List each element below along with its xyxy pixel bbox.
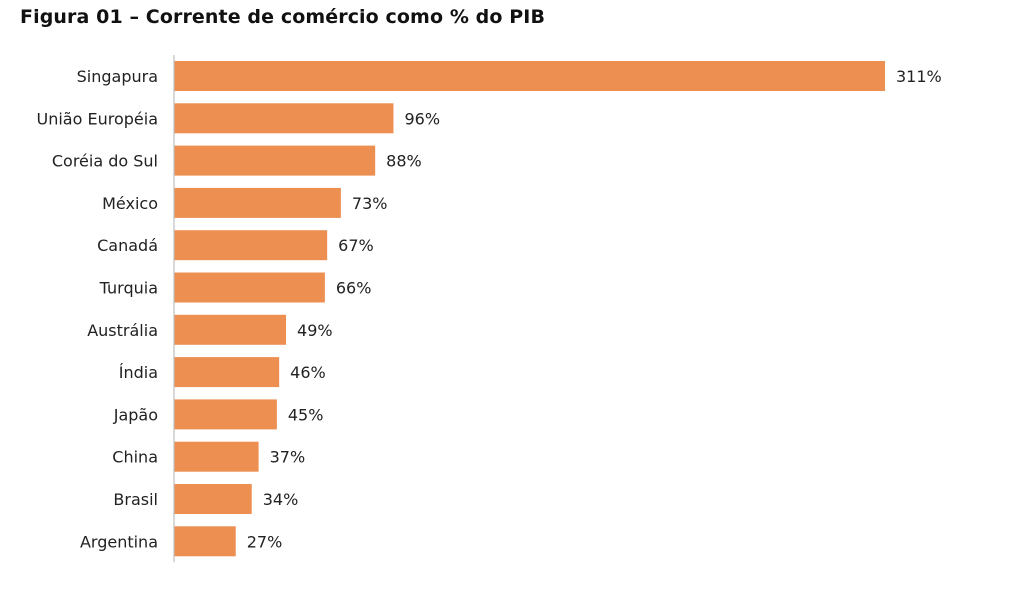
category-label-argentina: Argentina bbox=[80, 532, 158, 551]
category-label-turquia: Turquia bbox=[99, 279, 158, 298]
category-label-australia: Austrália bbox=[87, 321, 158, 340]
category-label-india: Índia bbox=[119, 363, 158, 382]
value-label-mexico: 73% bbox=[352, 194, 388, 213]
value-label-canada: 67% bbox=[338, 236, 374, 255]
category-label-brasil: Brasil bbox=[113, 490, 158, 509]
category-label-canada: Canadá bbox=[97, 236, 158, 255]
value-label-japao: 45% bbox=[288, 405, 324, 424]
category-label-coreia-do-sul: Coréia do Sul bbox=[52, 152, 158, 171]
bar-india bbox=[174, 357, 280, 388]
bar-turquia bbox=[174, 272, 325, 303]
value-label-uniao-europeia: 96% bbox=[404, 109, 440, 128]
value-label-brasil: 34% bbox=[263, 490, 299, 509]
bar-singapura bbox=[174, 61, 885, 91]
bar-japao bbox=[174, 399, 277, 430]
category-label-singapura: Singapura bbox=[77, 67, 158, 86]
value-label-china: 37% bbox=[270, 448, 306, 467]
bars-group bbox=[174, 61, 885, 557]
bar-canada bbox=[174, 230, 328, 261]
bar-coreia-do-sul bbox=[174, 145, 376, 176]
category-labels-group: Singapura União Européia Coréia do Sul Méxi… bbox=[37, 67, 159, 551]
value-labels-group: 311% 96% 88% 73% 67% 66% 49% 46% 45% 37% 34% 27% bbox=[247, 67, 942, 551]
bar-mexico bbox=[174, 187, 341, 218]
chart-title: Figura 01 – Corrente de comércio como % … bbox=[20, 6, 546, 28]
bar-australia bbox=[174, 314, 287, 345]
value-label-coreia-do-sul: 88% bbox=[386, 152, 422, 171]
bar-brasil bbox=[174, 484, 252, 514]
bar-china bbox=[174, 441, 259, 472]
value-label-australia: 49% bbox=[297, 321, 333, 340]
value-label-india: 46% bbox=[290, 363, 326, 382]
category-label-mexico: México bbox=[102, 194, 158, 213]
value-label-singapura: 311% bbox=[896, 67, 942, 86]
category-label-uniao-europeia: União Européia bbox=[37, 109, 159, 128]
value-label-argentina: 27% bbox=[247, 532, 283, 551]
category-label-china: China bbox=[112, 448, 158, 467]
value-label-turquia: 66% bbox=[336, 279, 372, 298]
bar-argentina bbox=[174, 526, 236, 557]
category-label-japao: Japão bbox=[113, 405, 158, 424]
bar-uniao-europeia bbox=[174, 103, 394, 134]
